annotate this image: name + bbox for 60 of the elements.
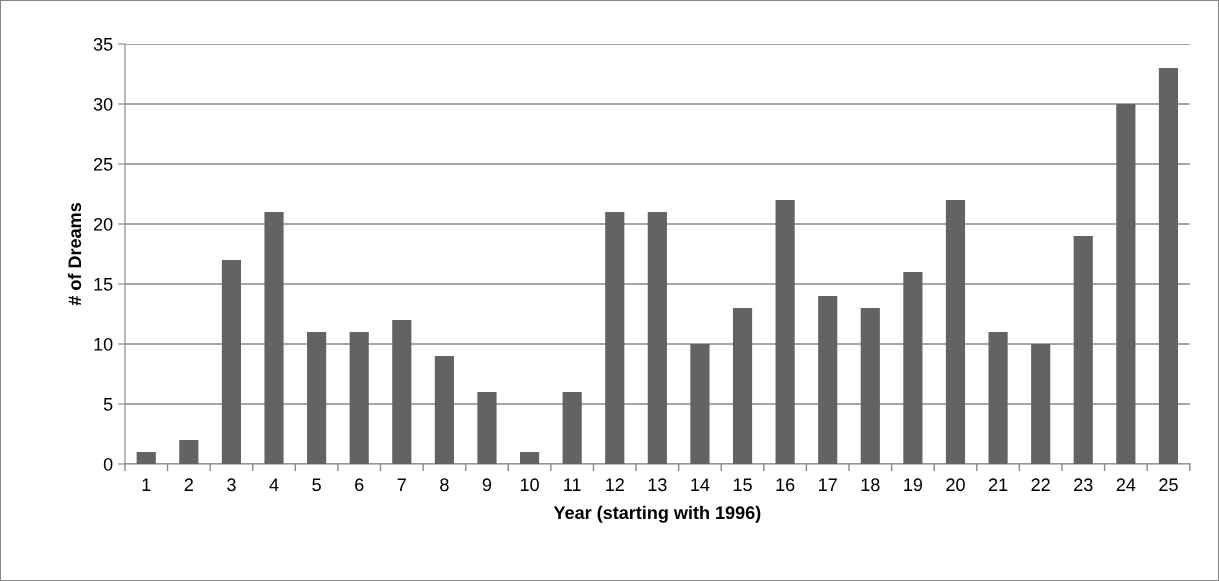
bar bbox=[477, 391, 497, 464]
x-tick-label: 11 bbox=[564, 478, 581, 491]
x-tick-label: 16 bbox=[776, 478, 795, 492]
x-tick-label: 6 bbox=[355, 478, 364, 492]
x-tick-label: 14 bbox=[691, 478, 710, 491]
x-tick-label: 22 bbox=[1031, 478, 1050, 491]
bar bbox=[434, 355, 454, 464]
y-axis-title: # of Dreams bbox=[67, 203, 82, 306]
bar bbox=[647, 211, 667, 464]
bar bbox=[818, 295, 838, 464]
y-tick-label: 35 bbox=[93, 37, 113, 51]
y-tick-label: 10 bbox=[94, 337, 113, 351]
x-tick-label: 8 bbox=[440, 478, 449, 492]
x-tick-label: 19 bbox=[904, 478, 923, 492]
bar bbox=[562, 391, 582, 464]
x-tick-label: 12 bbox=[606, 478, 624, 491]
x-tick-label: 23 bbox=[1074, 478, 1093, 492]
y-tick-label: 25 bbox=[93, 157, 113, 171]
bar bbox=[1158, 67, 1179, 464]
bar bbox=[775, 199, 795, 464]
x-tick-label: 18 bbox=[861, 478, 880, 492]
x-tick-label: 25 bbox=[1159, 478, 1178, 492]
bar bbox=[988, 331, 1008, 464]
x-tick-label: 13 bbox=[648, 478, 667, 492]
bar bbox=[903, 271, 923, 464]
x-tick-label: 2 bbox=[184, 478, 193, 491]
x-tick-label: 7 bbox=[397, 478, 406, 491]
x-tick-label: 3 bbox=[227, 478, 236, 492]
bar bbox=[392, 319, 412, 464]
x-tick-label: 20 bbox=[946, 478, 965, 492]
bar bbox=[1031, 343, 1051, 464]
bar bbox=[860, 307, 880, 464]
y-tick-label: 30 bbox=[93, 97, 113, 111]
bar bbox=[264, 211, 284, 464]
bar bbox=[519, 451, 540, 464]
y-tick-label: 0 bbox=[103, 457, 113, 471]
x-tick-label: 21 bbox=[988, 478, 1008, 491]
y-tick-label: 5 bbox=[103, 398, 113, 411]
bar bbox=[307, 331, 327, 464]
y-tick-label: 20 bbox=[93, 217, 113, 231]
x-tick-label: 10 bbox=[520, 478, 539, 492]
y-tick-label: 15 bbox=[94, 278, 113, 291]
x-tick-label: 5 bbox=[312, 478, 321, 492]
x-tick-label: 24 bbox=[1116, 478, 1136, 491]
x-tick-label: 17 bbox=[819, 478, 837, 491]
bar bbox=[1116, 103, 1136, 464]
x-tick-label: 1 bbox=[142, 478, 151, 491]
bar bbox=[690, 343, 710, 464]
bar bbox=[945, 199, 966, 464]
x-tick-label: 9 bbox=[482, 478, 492, 492]
bar bbox=[732, 307, 753, 464]
x-axis-title: Year (starting with 1996) bbox=[553, 505, 761, 523]
bar bbox=[179, 439, 199, 464]
bar bbox=[136, 451, 156, 464]
bar bbox=[1073, 235, 1093, 464]
bar bbox=[349, 331, 369, 464]
bar bbox=[221, 259, 242, 464]
bar bbox=[605, 211, 625, 464]
x-tick-label: 15 bbox=[733, 478, 752, 492]
x-tick-label: 4 bbox=[269, 478, 279, 491]
